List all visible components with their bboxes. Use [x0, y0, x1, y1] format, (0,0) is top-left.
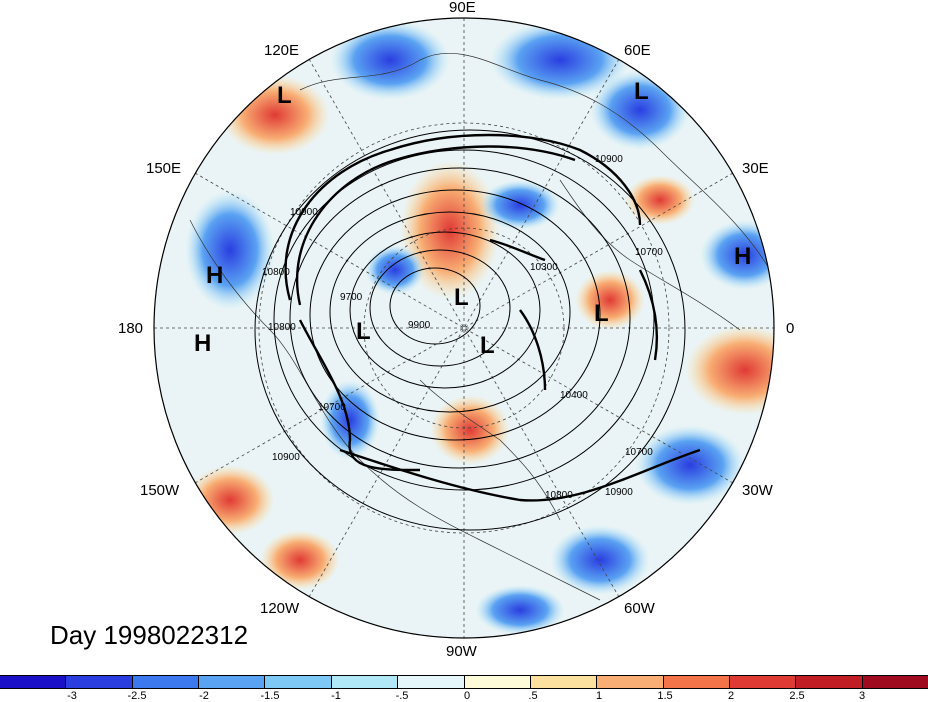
- pressure-center-label: L: [634, 78, 649, 105]
- pressure-center-label: L: [480, 332, 495, 359]
- colorbar-swatch: [663, 676, 730, 688]
- contour-label: 9900: [408, 320, 431, 331]
- contour-label: 10700: [635, 247, 663, 258]
- colorbar-tick-label: -1: [331, 690, 341, 702]
- longitude-label: 180: [118, 320, 144, 337]
- anomaly-field: [154, 18, 774, 638]
- pressure-center-label: L: [594, 300, 609, 327]
- longitude-label: 30W: [742, 482, 773, 499]
- map-boundary: [153, 17, 775, 639]
- colorbar-tick-label: .5: [528, 690, 538, 702]
- colorbar-tick-label: -2.5: [127, 690, 147, 702]
- longitude-label: 90E: [449, 0, 476, 16]
- colorbar-tick-label: -.5: [395, 690, 409, 702]
- colorbar-swatch: [464, 676, 531, 688]
- pressure-center-label: H: [194, 330, 212, 357]
- colorbar-tick-label: -1.5: [260, 690, 280, 702]
- pressure-center-label: L: [356, 318, 371, 345]
- colorbar-swatch: [265, 676, 332, 688]
- coastlines: [189, 52, 771, 601]
- colorbar-tick-label: 1: [595, 690, 603, 702]
- colorbar-tick-label: 0: [463, 690, 471, 702]
- contour-label: 10300: [530, 262, 558, 273]
- colorbar-swatch: [331, 676, 399, 688]
- graticule: [154, 18, 774, 638]
- longitude-label: 60W: [624, 600, 655, 617]
- longitude-label: 90W: [446, 643, 477, 660]
- date-title: Day 1998022312: [50, 620, 249, 650]
- colorbar-swatch: [0, 676, 67, 688]
- pressure-center-label: H: [734, 243, 752, 270]
- longitude-label: 60E: [624, 42, 651, 59]
- pressure-center-label: L: [454, 284, 469, 311]
- colorbar-swatch: [862, 676, 928, 688]
- colorbar-swatch: [398, 676, 465, 688]
- contour-label: 10800: [545, 490, 573, 501]
- longitude-label: 150W: [140, 482, 180, 499]
- colorbar-swatch: [729, 676, 797, 688]
- colorbar-tick-label: 1.5: [657, 690, 673, 702]
- contour-label: 10700: [625, 447, 653, 458]
- contour-label: 10900: [290, 207, 318, 218]
- longitude-label: 120E: [264, 42, 300, 59]
- longitude-label: 150E: [146, 160, 182, 177]
- contour-label: 10400: [560, 390, 588, 401]
- colorbar-swatch: [66, 676, 133, 688]
- contour-label: 10900: [605, 487, 633, 498]
- colorbar-tick-label: 2.5: [789, 690, 805, 702]
- colorbar-tick-label: -3: [67, 690, 77, 702]
- pressure-center-label: L: [277, 82, 292, 109]
- pressure-center-label: H: [206, 262, 224, 289]
- colorbar-tick-label: -2: [199, 690, 209, 702]
- colorbar-swatch: [796, 676, 863, 688]
- contour-label: 10800: [268, 322, 296, 333]
- longitude-label: 0: [786, 320, 795, 337]
- contour-label: 10900: [595, 154, 623, 165]
- height-contours: [254, 129, 686, 531]
- contour-label: 10700: [318, 402, 346, 413]
- contour-label: 10800: [262, 267, 290, 278]
- contour-label: 9700: [340, 292, 363, 303]
- colorbar-tick-label: 3: [858, 690, 866, 702]
- colorbar-swatch: [597, 676, 664, 688]
- colorbar: [0, 675, 928, 689]
- longitude-label: 120W: [260, 600, 300, 617]
- colorbar-swatch: [132, 676, 200, 688]
- contour-value-labels: 10900 10900 10800 10800 9700 9900 10300 …: [262, 154, 663, 501]
- jet-stream-contours: [284, 133, 701, 502]
- longitude-label: 30E: [742, 160, 769, 177]
- contour-label: 10900: [272, 452, 300, 463]
- colorbar-swatch: [530, 676, 598, 688]
- colorbar-tick-label: 2: [727, 690, 735, 702]
- colorbar-swatch: [199, 676, 266, 688]
